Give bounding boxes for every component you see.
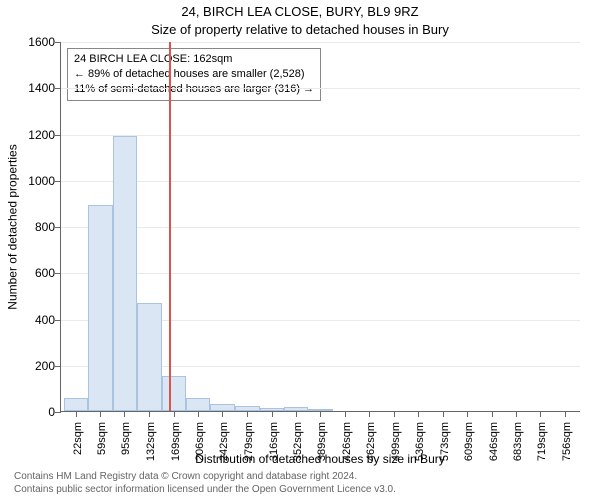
- footer-attribution: Contains HM Land Registry data © Crown c…: [14, 471, 396, 496]
- ytick-label: 200: [5, 359, 55, 373]
- xtick-mark: [394, 411, 395, 417]
- ytick-mark: [55, 181, 61, 182]
- xtick-mark: [124, 411, 125, 417]
- ytick-label: 1000: [5, 174, 55, 188]
- info-line-2: ← 89% of detached houses are smaller (2,…: [74, 67, 314, 82]
- footer-line-1: Contains HM Land Registry data © Crown c…: [14, 471, 396, 484]
- xtick-mark: [320, 411, 321, 417]
- xtick-label: 426sqm: [341, 422, 353, 472]
- xtick-label: 462sqm: [365, 422, 377, 472]
- histogram-bar: [113, 136, 137, 411]
- xtick-label: 59sqm: [96, 422, 108, 472]
- ytick-label: 1200: [5, 128, 55, 142]
- xtick-mark: [345, 411, 346, 417]
- xtick-mark: [76, 411, 77, 417]
- ytick-label: 1400: [5, 81, 55, 95]
- chart-container: 24, BIRCH LEA CLOSE, BURY, BL9 9RZ Size …: [0, 0, 600, 500]
- chart-title: 24, BIRCH LEA CLOSE, BURY, BL9 9RZ: [0, 4, 600, 19]
- ytick-mark: [55, 88, 61, 89]
- xtick-label: 389sqm: [316, 422, 328, 472]
- xtick-mark: [247, 411, 248, 417]
- histogram-bar: [210, 404, 235, 411]
- xtick-mark: [443, 411, 444, 417]
- xtick-mark: [418, 411, 419, 417]
- histogram-bar: [88, 205, 113, 411]
- histogram-bar: [137, 303, 162, 411]
- ytick-mark: [55, 320, 61, 321]
- xtick-mark: [100, 411, 101, 417]
- xtick-mark: [467, 411, 468, 417]
- xtick-label: 536sqm: [414, 422, 426, 472]
- xtick-label: 719sqm: [536, 422, 548, 472]
- xtick-label: 573sqm: [439, 422, 451, 472]
- chart-subtitle: Size of property relative to detached ho…: [0, 22, 600, 37]
- xtick-mark: [222, 411, 223, 417]
- ytick-mark: [55, 42, 61, 43]
- info-box: 24 BIRCH LEA CLOSE: 162sqm ← 89% of deta…: [67, 48, 321, 101]
- xtick-label: 22sqm: [72, 422, 84, 472]
- xtick-mark: [149, 411, 150, 417]
- gridline: [61, 135, 580, 136]
- gridline: [61, 88, 580, 89]
- histogram-bar: [64, 398, 88, 411]
- ytick-mark: [55, 227, 61, 228]
- xtick-mark: [369, 411, 370, 417]
- ytick-label: 400: [5, 313, 55, 327]
- ytick-label: 800: [5, 220, 55, 234]
- xtick-label: 206sqm: [194, 422, 206, 472]
- xtick-label: 646sqm: [488, 422, 500, 472]
- xtick-mark: [174, 411, 175, 417]
- marker-line: [169, 42, 171, 411]
- xtick-mark: [492, 411, 493, 417]
- xtick-mark: [516, 411, 517, 417]
- gridline: [61, 273, 580, 274]
- ytick-mark: [55, 412, 61, 413]
- ytick-label: 1600: [5, 35, 55, 49]
- xtick-label: 316sqm: [268, 422, 280, 472]
- gridline: [61, 42, 580, 43]
- gridline: [61, 181, 580, 182]
- ytick-mark: [55, 273, 61, 274]
- ytick-mark: [55, 135, 61, 136]
- xtick-label: 132sqm: [145, 422, 157, 472]
- xtick-label: 499sqm: [390, 422, 402, 472]
- xtick-mark: [272, 411, 273, 417]
- xtick-mark: [540, 411, 541, 417]
- xtick-mark: [296, 411, 297, 417]
- histogram-bar: [162, 376, 187, 411]
- ytick-mark: [55, 366, 61, 367]
- ytick-label: 600: [5, 266, 55, 280]
- info-line-1: 24 BIRCH LEA CLOSE: 162sqm: [74, 52, 314, 67]
- plot-area: 24 BIRCH LEA CLOSE: 162sqm ← 89% of deta…: [60, 42, 580, 412]
- histogram-bar: [186, 398, 210, 411]
- xtick-mark: [198, 411, 199, 417]
- xtick-label: 609sqm: [463, 422, 475, 472]
- xtick-label: 756sqm: [561, 422, 573, 472]
- xtick-label: 95sqm: [120, 422, 132, 472]
- xtick-label: 279sqm: [243, 422, 255, 472]
- xtick-label: 169sqm: [170, 422, 182, 472]
- footer-line-2: Contains public sector information licen…: [14, 484, 396, 497]
- ytick-label: 0: [5, 405, 55, 419]
- xtick-label: 683sqm: [512, 422, 524, 472]
- gridline: [61, 227, 580, 228]
- xtick-mark: [565, 411, 566, 417]
- xtick-label: 242sqm: [218, 422, 230, 472]
- xtick-label: 352sqm: [292, 422, 304, 472]
